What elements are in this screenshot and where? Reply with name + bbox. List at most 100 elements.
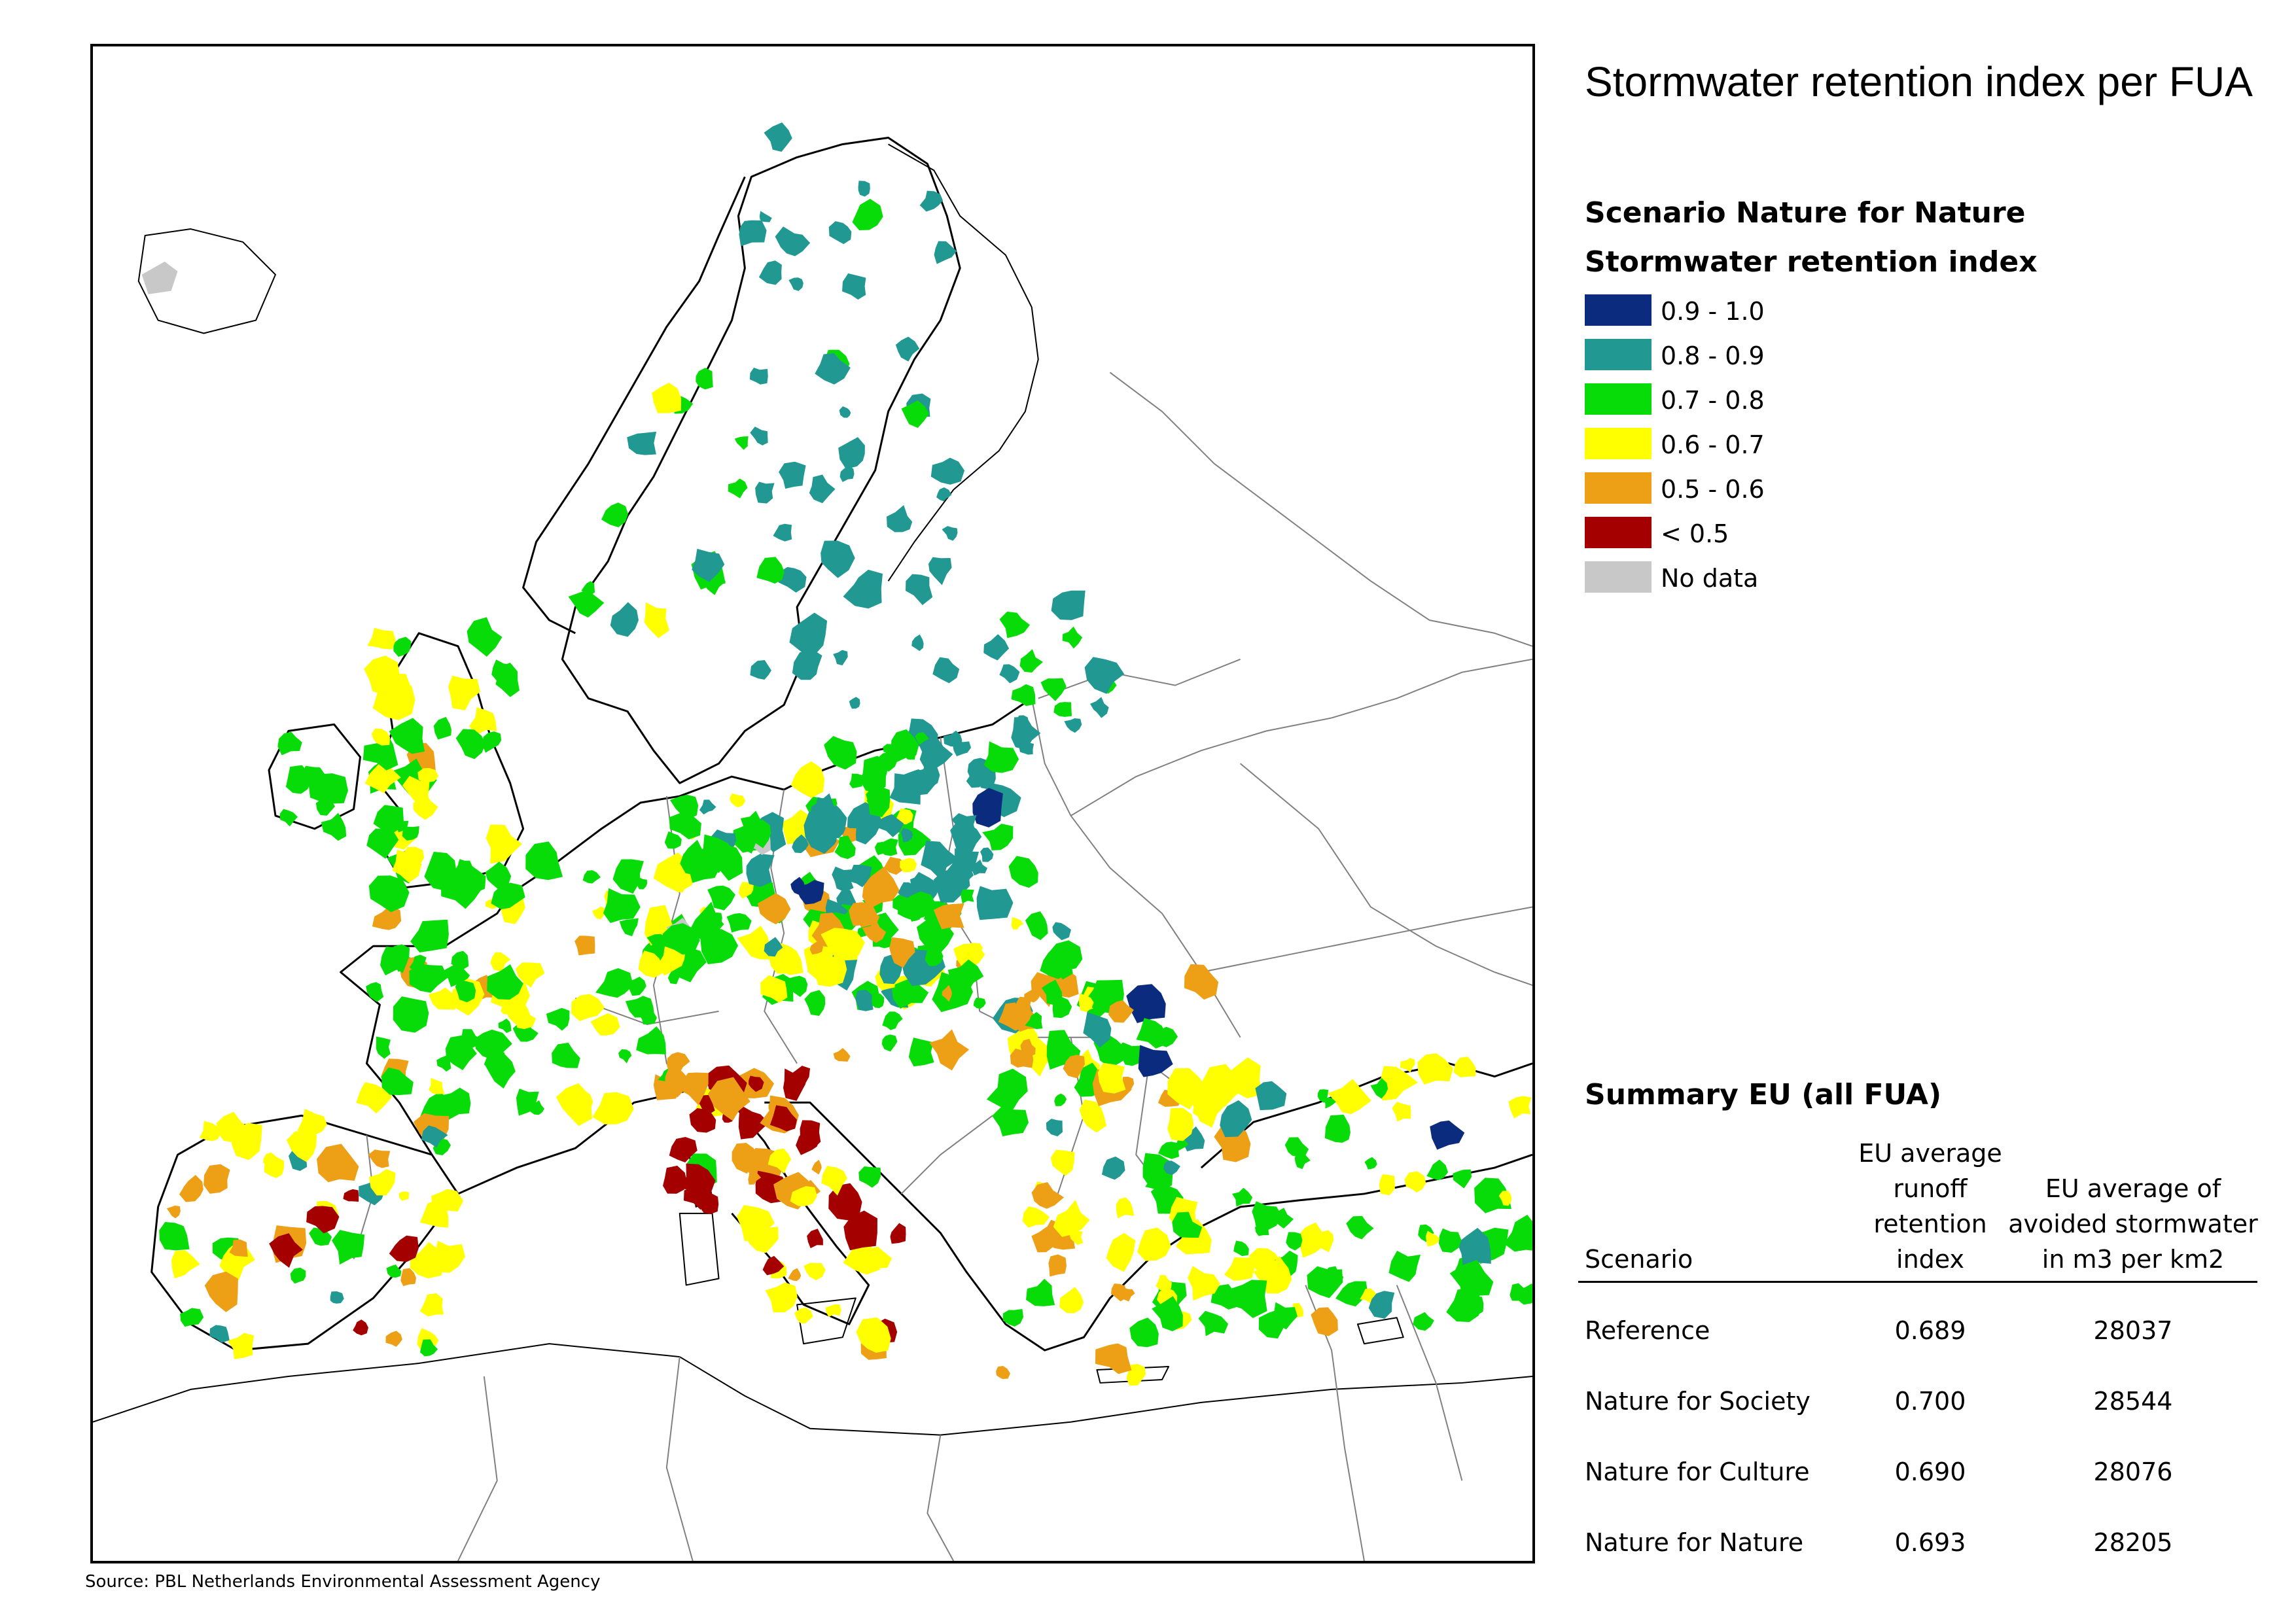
fua-area [755, 481, 775, 504]
fua-area [402, 775, 430, 807]
fua-area [982, 824, 1014, 851]
map-title: Stormwater retention index per FUA [1585, 58, 2253, 105]
fua-area [454, 860, 486, 894]
fua-area [229, 1239, 248, 1257]
fua-area [330, 1291, 344, 1304]
fua-area [366, 982, 384, 1002]
legend-swatch [1585, 294, 1651, 326]
fua-area [889, 937, 915, 968]
fua-area [739, 220, 767, 247]
fua-area [1379, 1174, 1395, 1196]
fua-area [279, 809, 298, 827]
fua-area [857, 905, 880, 928]
fua-area [302, 765, 326, 788]
fua-area [878, 814, 904, 837]
fua-area [409, 954, 427, 973]
fua-area [410, 1242, 444, 1279]
fua-area [525, 841, 563, 881]
fua-area [306, 1206, 340, 1234]
fua-area [1453, 1169, 1472, 1189]
fua-area [900, 858, 917, 873]
fua-area [986, 1068, 1028, 1111]
fua-area [811, 1159, 822, 1175]
fua-area [556, 1083, 593, 1126]
fua-area [380, 946, 406, 976]
fua-area [1022, 1206, 1050, 1228]
fua-area [728, 478, 748, 498]
fua-area [491, 882, 525, 910]
fua-area [795, 880, 824, 905]
header-line: runoff [1893, 1174, 1968, 1203]
fua-area [1157, 1142, 1180, 1159]
fua-area [905, 574, 933, 605]
fua-area [1498, 1191, 1512, 1206]
fua-area [1273, 1302, 1298, 1330]
fua-area [886, 504, 913, 532]
fua-area [402, 826, 419, 841]
fua-area [1324, 1266, 1344, 1285]
fua-area [996, 1366, 1011, 1380]
fua-area [308, 773, 348, 804]
fua-area [788, 1268, 802, 1282]
column-header-scenario: Scenario [1585, 1245, 1693, 1274]
fua-area [1438, 1228, 1462, 1253]
sardinia-outline [679, 1212, 720, 1286]
legend-label: < 0.5 [1661, 519, 1729, 548]
fua-area [1083, 1011, 1112, 1048]
fua-area [1078, 993, 1094, 1012]
fua-area [410, 919, 449, 953]
fua-area [1031, 1182, 1065, 1209]
fua-area [286, 1130, 317, 1162]
fua-area [216, 1111, 248, 1143]
fua-area [783, 1068, 807, 1101]
fua-area [749, 1075, 764, 1092]
fua-area [552, 1042, 580, 1068]
fua-area [821, 1166, 847, 1196]
fua-area [809, 474, 836, 504]
fua-area [983, 634, 1010, 661]
fua-area [921, 841, 959, 880]
fua-area [393, 996, 429, 1033]
cyprus-outline [1356, 1317, 1404, 1345]
fua-area [809, 941, 823, 955]
fua-area [482, 731, 502, 753]
fua-area [504, 999, 531, 1029]
fua-area [1053, 1200, 1090, 1237]
fua-area [980, 847, 994, 862]
fua-area [445, 1035, 477, 1070]
fua-area [821, 540, 855, 578]
fua-area [574, 935, 595, 956]
fua-area [1167, 1108, 1194, 1142]
legend-label: 0.7 - 0.8 [1661, 386, 1765, 415]
legend-swatch [1585, 561, 1651, 593]
legend-swatch [1585, 339, 1651, 370]
fua-area [433, 716, 451, 740]
fua-area [1138, 1045, 1173, 1077]
row-index: 0.693 [1894, 1528, 1966, 1557]
fua-area [393, 637, 412, 657]
fua-area [455, 729, 486, 759]
fua-area [908, 1038, 934, 1067]
iceland-outline [137, 228, 276, 334]
row-avoided: 28037 [2093, 1316, 2173, 1345]
fua-area [435, 1240, 466, 1273]
fua-area [400, 1268, 417, 1286]
fua-area [592, 1092, 634, 1125]
row-index: 0.690 [1894, 1457, 1966, 1486]
fua-area [1317, 1089, 1329, 1103]
fua-area [689, 1108, 716, 1133]
fua-area [839, 406, 851, 418]
fua-area [1025, 911, 1048, 941]
fua-area [842, 273, 866, 300]
fua-area [1051, 590, 1086, 620]
fua-area [321, 812, 347, 841]
fua-area [1286, 1232, 1303, 1251]
fua-area [1108, 1000, 1134, 1023]
fua-area [889, 773, 921, 805]
map-panel[interactable] [90, 44, 1535, 1563]
fua-area [1079, 1099, 1107, 1133]
fua-area [1052, 922, 1071, 941]
row-scenario: Reference [1585, 1316, 1710, 1345]
fua-area [664, 831, 682, 849]
fua-area [849, 773, 864, 788]
